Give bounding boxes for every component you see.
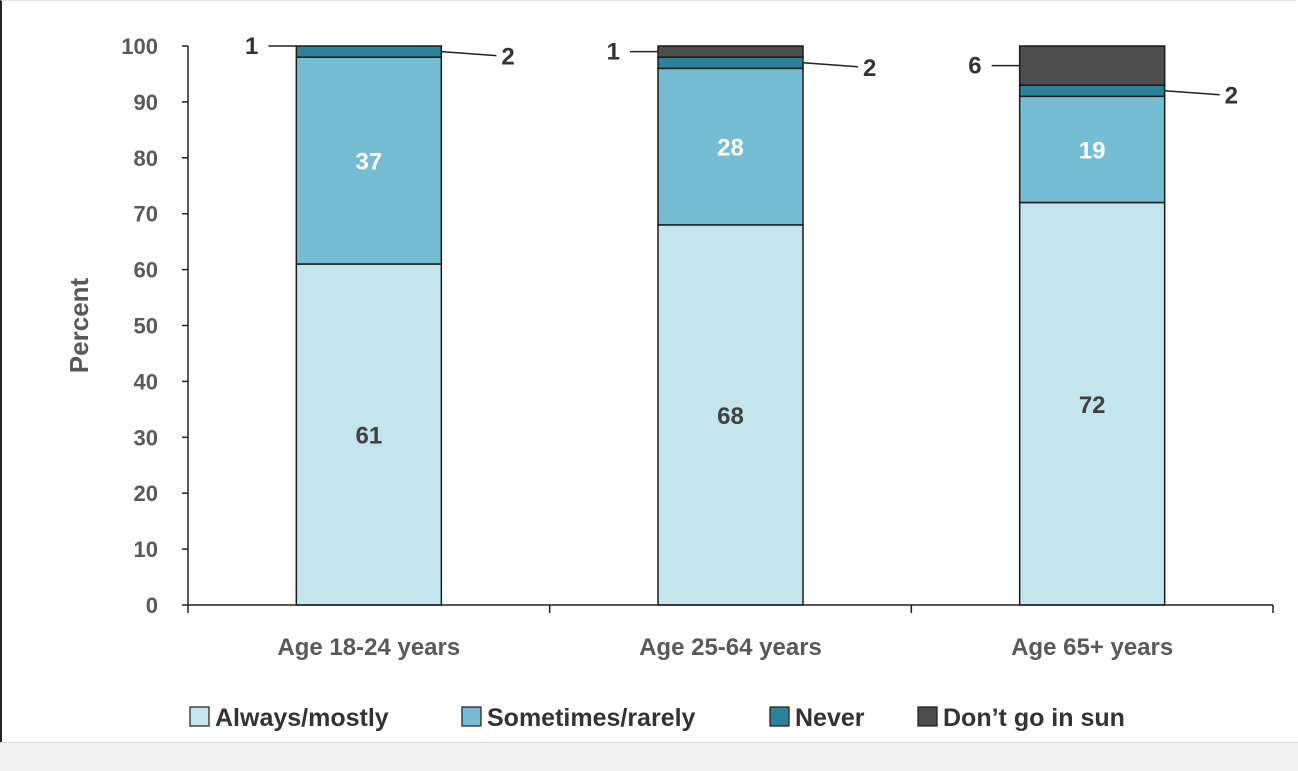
y-tick-label: 60 (134, 258, 158, 283)
x-category-label: Age 18-24 years (277, 634, 460, 661)
data-label: 2 (501, 44, 514, 71)
data-label: 68 (717, 403, 744, 430)
y-tick-label: 30 (134, 425, 158, 450)
data-label: 72 (1079, 392, 1106, 419)
bar-segment (295, 45, 443, 58)
y-tick-label: 20 (134, 481, 158, 506)
y-tick-label: 10 (134, 537, 158, 562)
bar-segment (1018, 201, 1166, 606)
leader-line (441, 50, 497, 57)
y-tick-label: 40 (134, 369, 158, 394)
bar-segment (657, 56, 804, 70)
bottom-strip (0, 742, 1298, 771)
data-label: 1 (607, 39, 620, 66)
x-category-label: Age 65+ years (1011, 634, 1173, 661)
y-axis-title: Percent (64, 277, 94, 373)
legend-swatch (189, 706, 210, 727)
data-label: 1 (245, 33, 258, 60)
y-tick-label: 100 (121, 34, 158, 59)
legend-swatch (461, 706, 482, 727)
bar-segment (1018, 95, 1166, 204)
legend-label: Always/mostly (215, 704, 389, 732)
leader-line (1164, 89, 1220, 96)
bar-segment (1018, 45, 1166, 86)
data-label: 37 (355, 149, 382, 176)
y-tick-label: 50 (134, 314, 158, 339)
data-label: 61 (355, 423, 382, 450)
x-category-label: Age 25-64 years (639, 634, 822, 661)
y-tick-label: 80 (134, 146, 158, 171)
bar-segment (1018, 84, 1166, 98)
data-label: 6 (968, 53, 981, 80)
data-label: 28 (717, 135, 744, 162)
bar-segment (657, 67, 804, 226)
bar-segment (295, 263, 443, 606)
chart-frame (0, 0, 1296, 742)
legend-label: Never (795, 704, 865, 732)
bar-segment (295, 56, 443, 265)
y-tick-label: 0 (146, 593, 158, 618)
bar-segment (657, 45, 804, 58)
leader-line (802, 62, 859, 68)
legend-swatch (769, 706, 790, 727)
data-label: 19 (1079, 137, 1106, 164)
legend-label: Sometimes/rarely (487, 704, 696, 732)
legend-label: Don’t go in sun (943, 704, 1125, 732)
data-label: 2 (1225, 83, 1238, 110)
y-tick-label: 70 (134, 202, 158, 227)
y-tick-label: 90 (134, 90, 158, 115)
legend-swatch (917, 706, 938, 727)
data-label: 2 (863, 55, 876, 82)
